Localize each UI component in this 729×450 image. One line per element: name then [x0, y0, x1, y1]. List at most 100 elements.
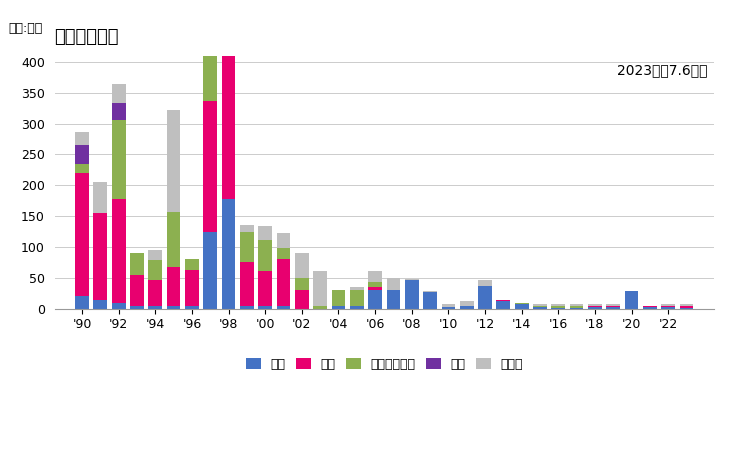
Bar — [276, 259, 290, 306]
Bar — [276, 306, 290, 309]
Bar — [75, 145, 89, 164]
Bar — [551, 305, 565, 306]
Bar — [679, 307, 693, 309]
Bar — [496, 300, 510, 301]
Bar — [607, 307, 620, 309]
Legend: 台湾, 韓国, シンガポール, タイ, その他: 台湾, 韓国, シンガポール, タイ, その他 — [241, 353, 528, 376]
Bar — [130, 253, 144, 275]
Bar — [661, 306, 675, 307]
Bar — [112, 120, 125, 199]
Bar — [75, 132, 89, 145]
Bar — [149, 306, 162, 309]
Bar — [533, 305, 547, 306]
Bar — [167, 212, 181, 267]
Bar — [222, 199, 235, 309]
Bar — [258, 226, 272, 240]
Bar — [588, 305, 602, 306]
Bar — [149, 249, 162, 260]
Bar — [185, 270, 199, 306]
Bar — [368, 290, 382, 309]
Bar — [368, 282, 382, 287]
Bar — [405, 279, 418, 280]
Bar — [442, 304, 455, 307]
Bar — [167, 267, 181, 306]
Bar — [240, 262, 254, 306]
Bar — [130, 275, 144, 306]
Bar — [386, 290, 400, 309]
Bar — [405, 280, 418, 309]
Bar — [350, 306, 364, 309]
Bar — [240, 232, 254, 262]
Bar — [442, 307, 455, 309]
Bar — [424, 291, 437, 292]
Bar — [643, 306, 657, 307]
Bar — [607, 306, 620, 307]
Bar — [112, 84, 125, 103]
Text: 輸出量の推移: 輸出量の推移 — [55, 28, 119, 46]
Bar — [625, 292, 639, 309]
Bar — [258, 240, 272, 270]
Bar — [533, 306, 547, 307]
Bar — [75, 164, 89, 173]
Bar — [112, 199, 125, 302]
Bar — [295, 278, 308, 290]
Bar — [570, 307, 583, 309]
Text: 2023年：7.6トン: 2023年：7.6トン — [617, 63, 707, 77]
Bar — [276, 248, 290, 259]
Bar — [75, 173, 89, 297]
Bar — [607, 305, 620, 306]
Bar — [295, 290, 308, 309]
Bar — [551, 306, 565, 307]
Bar — [240, 306, 254, 309]
Bar — [203, 101, 217, 232]
Bar — [276, 233, 290, 248]
Bar — [679, 306, 693, 307]
Bar — [149, 280, 162, 306]
Text: 単位:トン: 単位:トン — [9, 22, 42, 36]
Bar — [588, 306, 602, 307]
Bar — [588, 307, 602, 309]
Bar — [185, 306, 199, 309]
Bar — [643, 307, 657, 309]
Bar — [350, 287, 364, 290]
Bar — [258, 306, 272, 309]
Bar — [460, 302, 474, 306]
Bar — [149, 260, 162, 280]
Bar — [112, 103, 125, 120]
Bar — [386, 278, 400, 290]
Bar — [258, 270, 272, 306]
Bar — [203, 35, 217, 50]
Bar — [222, 44, 235, 199]
Bar — [570, 306, 583, 307]
Bar — [478, 280, 492, 286]
Bar — [515, 302, 529, 305]
Bar — [496, 301, 510, 309]
Bar — [130, 306, 144, 309]
Bar — [661, 305, 675, 306]
Bar — [203, 232, 217, 309]
Bar — [222, 0, 235, 44]
Bar — [350, 290, 364, 306]
Bar — [551, 307, 565, 309]
Bar — [112, 302, 125, 309]
Bar — [661, 307, 675, 309]
Bar — [368, 271, 382, 282]
Bar — [332, 290, 346, 306]
Bar — [295, 253, 308, 278]
Bar — [240, 225, 254, 232]
Bar — [93, 300, 107, 309]
Bar — [460, 306, 474, 309]
Bar — [185, 259, 199, 270]
Bar — [203, 51, 217, 101]
Bar — [368, 287, 382, 290]
Bar — [515, 305, 529, 309]
Bar — [424, 292, 437, 309]
Bar — [478, 286, 492, 309]
Bar — [533, 307, 547, 309]
Bar — [93, 182, 107, 213]
Bar — [203, 50, 217, 51]
Bar — [313, 306, 327, 309]
Bar — [167, 306, 181, 309]
Bar — [313, 270, 327, 306]
Bar — [93, 213, 107, 300]
